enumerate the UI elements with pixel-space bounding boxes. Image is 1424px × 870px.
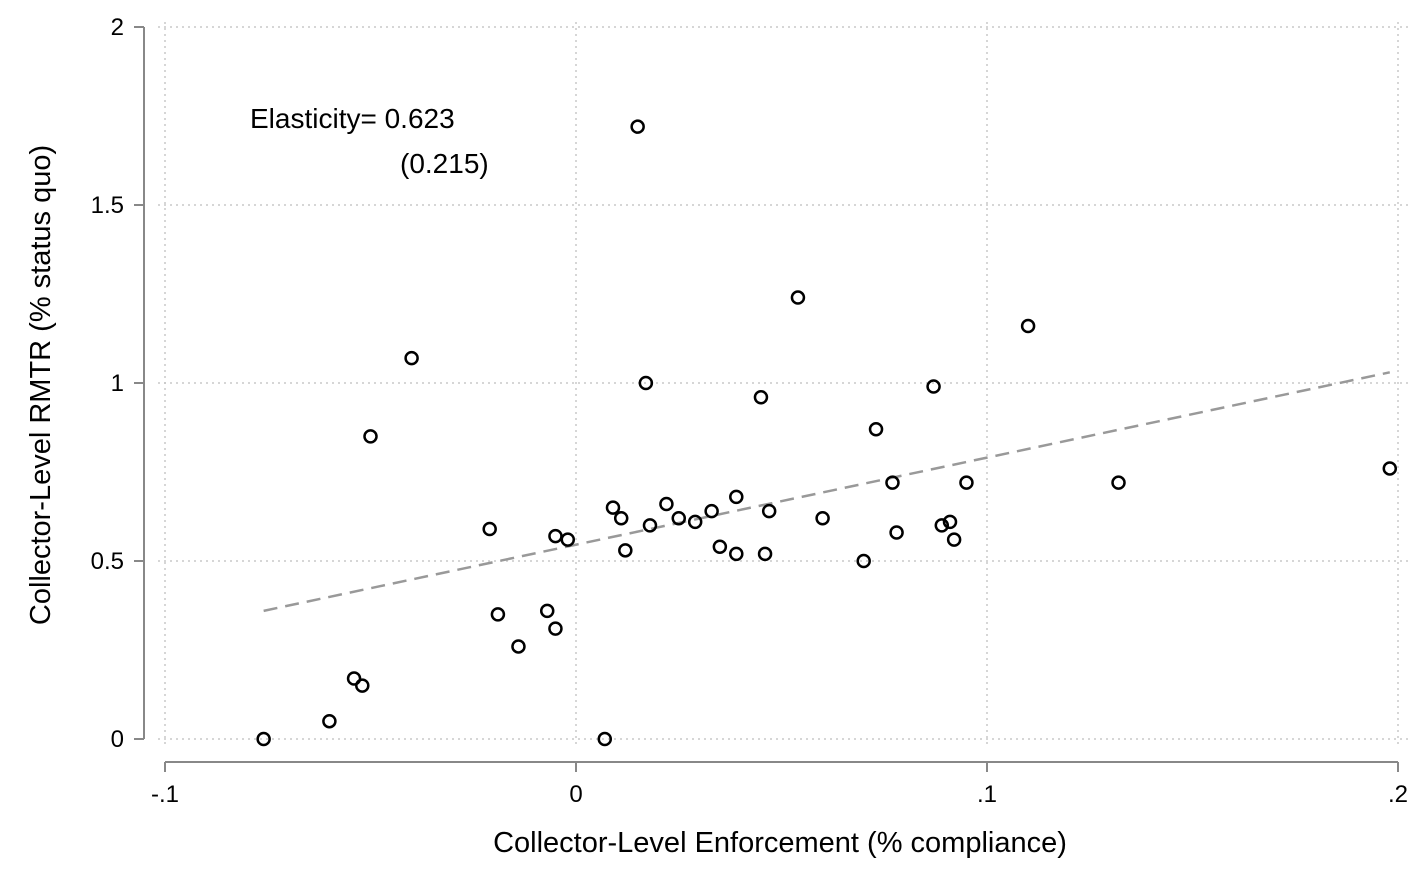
data-point xyxy=(597,731,613,747)
data-point xyxy=(687,514,703,530)
fitted-trend-line xyxy=(263,371,1391,613)
data-point xyxy=(712,539,728,555)
data-point xyxy=(729,489,744,505)
data-point xyxy=(404,350,419,366)
data-point xyxy=(704,503,719,519)
data-point xyxy=(868,422,884,437)
data-point xyxy=(761,503,777,519)
y-tick-label: 1.5 xyxy=(91,192,124,219)
data-point xyxy=(959,475,974,490)
data-point xyxy=(548,621,563,636)
data-point xyxy=(539,603,555,619)
data-point xyxy=(605,500,621,515)
y-tick-label: 0.5 xyxy=(91,548,124,575)
data-point xyxy=(671,511,686,526)
data-point xyxy=(889,525,904,540)
data-point xyxy=(642,518,658,533)
grid-lines xyxy=(158,22,1410,748)
tick-labels: 0 0.5 1 1.5 2 -.1 0 .1 .2 xyxy=(91,14,1408,808)
data-point xyxy=(613,511,629,526)
data-point xyxy=(934,518,950,533)
annotation-elasticity: Elasticity= 0.623 xyxy=(250,103,455,134)
fit-line-layer xyxy=(263,371,1391,613)
data-point xyxy=(560,532,576,547)
data-point xyxy=(815,511,830,526)
x-tick-label: .2 xyxy=(1388,781,1408,808)
data-point xyxy=(856,553,871,569)
y-tick-label: 2 xyxy=(111,14,124,41)
x-tick-label: -.1 xyxy=(151,781,179,808)
data-point xyxy=(946,532,962,547)
data-point xyxy=(1020,318,1036,334)
data-point xyxy=(942,514,958,530)
y-axis-title: Collector-Level RMTR (% status quo) xyxy=(25,145,57,625)
y-tick-label: 1 xyxy=(111,370,124,397)
data-point xyxy=(363,429,378,444)
data-point xyxy=(322,713,337,729)
data-point xyxy=(757,546,773,562)
annotation-standard-error: (0.215) xyxy=(400,148,489,179)
data-point xyxy=(355,678,370,693)
data-points xyxy=(256,119,1398,747)
data-point xyxy=(548,528,563,544)
axes xyxy=(134,26,1399,772)
data-point xyxy=(753,389,769,405)
data-point xyxy=(659,496,674,512)
data-point xyxy=(256,731,271,747)
data-point xyxy=(1111,475,1126,490)
data-point xyxy=(630,119,645,134)
data-point xyxy=(1382,461,1398,476)
data-point xyxy=(638,375,654,391)
data-point xyxy=(729,546,744,562)
data-point xyxy=(482,521,497,537)
data-point xyxy=(490,607,506,622)
data-point xyxy=(790,290,806,305)
x-tick-label: .1 xyxy=(977,781,997,808)
y-tick-label: 0 xyxy=(111,726,124,753)
data-point xyxy=(926,379,941,394)
data-point xyxy=(618,543,633,558)
data-point xyxy=(885,475,900,490)
x-axis-title: Collector-Level Enforcement (% complianc… xyxy=(493,827,1067,859)
x-tick-label: 0 xyxy=(569,781,582,808)
data-point xyxy=(511,639,526,654)
data-point xyxy=(346,671,362,686)
